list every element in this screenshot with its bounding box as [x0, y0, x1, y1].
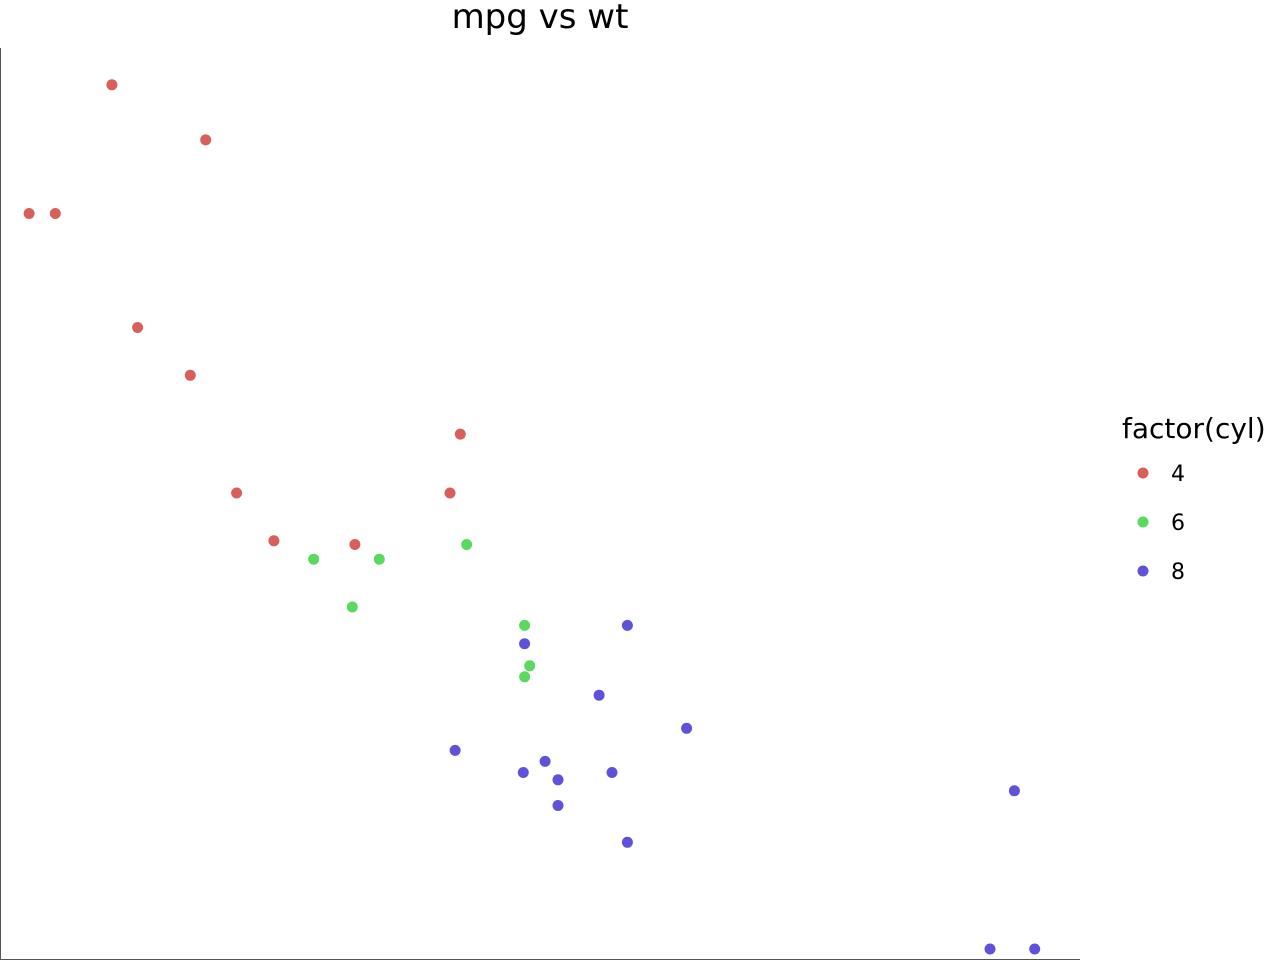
legend-key-6	[1137, 516, 1149, 528]
data-point-cyl-4-5	[132, 322, 144, 333]
data-point-cyl-6-7	[519, 671, 531, 683]
legend-key-4	[1137, 467, 1149, 479]
data-point-cyl-4-8	[231, 487, 243, 499]
legend-items: 4 6 8	[1137, 462, 1185, 585]
legend: factor(cyl) 4 6 8	[1122, 412, 1266, 585]
legend-title: factor(cyl)	[1122, 412, 1266, 445]
data-point-cyl-8-5	[449, 744, 461, 756]
data-point-cyl-8-13	[984, 943, 996, 955]
data-point-cyl-8-11	[621, 836, 633, 848]
data-point-cyl-8-10	[552, 800, 564, 811]
data-point-cyl-8-2	[621, 619, 633, 631]
legend-item-4: 4	[1137, 462, 1185, 487]
data-point-cyl-4-11	[349, 539, 361, 550]
plot-area	[0, 48, 1080, 960]
legend-label-6: 6	[1171, 511, 1185, 536]
legend-key-8	[1137, 565, 1149, 577]
data-point-cyl-6-1	[308, 553, 320, 565]
data-point-cyl-8-12	[1008, 785, 1020, 797]
data-point-cyl-4-3	[49, 208, 61, 219]
legend-item-8: 8	[1137, 560, 1185, 585]
data-point-cyl-4-6	[184, 369, 196, 381]
data-point-cyl-6-5	[519, 619, 531, 631]
legend-label-8: 8	[1171, 560, 1185, 585]
legend-label-4: 4	[1171, 462, 1185, 487]
data-point-cyl-8-9	[606, 767, 618, 778]
data-point-cyl-6-4	[346, 601, 358, 613]
data-point-cyl-8-4	[681, 722, 693, 734]
data-point-cyl-8-8	[552, 774, 564, 786]
points-layer	[23, 79, 1041, 955]
data-point-cyl-8-7	[539, 755, 551, 767]
data-point-cyl-6-3	[461, 539, 473, 550]
data-point-cyl-4-4	[23, 208, 35, 219]
data-point-cyl-4-7	[454, 428, 466, 440]
data-point-cyl-4-10	[268, 535, 280, 547]
chart-title: mpg vs wt	[452, 0, 629, 37]
data-point-cyl-6-6	[524, 660, 536, 672]
data-point-cyl-6-2	[373, 553, 385, 565]
data-point-cyl-4-9	[444, 487, 456, 499]
legend-item-6: 6	[1137, 511, 1185, 536]
data-point-cyl-8-3	[593, 689, 605, 701]
data-point-cyl-8-14	[1029, 943, 1041, 955]
data-point-cyl-4-1	[106, 79, 118, 91]
data-point-cyl-8-1	[519, 638, 531, 650]
data-point-cyl-4-2	[200, 134, 212, 146]
data-point-cyl-8-6	[517, 767, 529, 778]
